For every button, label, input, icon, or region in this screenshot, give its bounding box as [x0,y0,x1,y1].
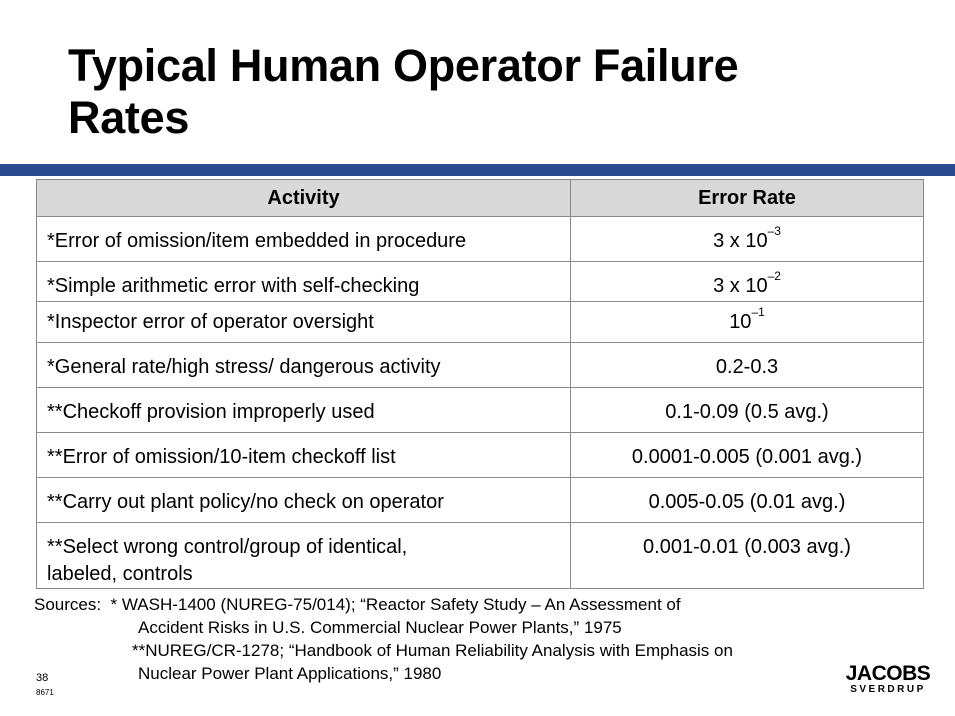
table-row: **Checkoff provision improperly used 0.1-… [36,387,924,433]
table-row: *Inspector error of operator oversight 10… [36,301,924,343]
error-rate-value: 3 x 10 [713,275,768,297]
table-row: **Error of omission/10-item checkoff lis… [36,432,924,478]
page-code: 8671 [36,688,54,697]
activity-cell: *Simple arithmetic error with self-check… [36,261,571,302]
error-rate-value: 0.005-0.05 (0.01 avg.) [648,491,846,513]
activity-cell: *General rate/high stress/ dangerous act… [36,342,571,388]
failure-rates-table: Activity Error Rate *Error of omission/i… [36,179,924,589]
error-rate-exponent: –2 [767,269,781,283]
header-activity: Activity [36,179,571,217]
sources-line-1: Sources: * WASH-1400 (NUREG-75/014); “Re… [34,595,681,614]
slide-title: Typical Human Operator Failure Rates [68,40,739,143]
sources-line-2: Accident Risks in U.S. Commercial Nuclea… [138,618,622,637]
activity-cell: **Checkoff provision improperly used [36,387,571,433]
table-header-row: Activity Error Rate [36,179,924,217]
error-rate-cell: 0.2-0.3 [570,342,924,388]
error-rate-value: 0.1-0.09 (0.5 avg.) [665,401,829,423]
page-number: 38 [36,672,49,684]
table-row: *Simple arithmetic error with self-check… [36,261,924,302]
logo-line-2: SVERDRUP [850,684,926,695]
error-rate-exponent: –3 [767,224,781,238]
activity-cell: *Error of omission/item embedded in proc… [36,216,571,262]
error-rate-exponent: –1 [751,305,765,319]
error-rate-cell: 0.1-0.09 (0.5 avg.) [570,387,924,433]
jacobs-sverdrup-logo: JACOBS SVERDRUP [838,662,938,696]
error-rate-value: 3 x 10 [713,230,768,252]
sources-line-4: Nuclear Power Plant Applications,” 1980 [138,664,442,683]
table-row: **Carry out plant policy/no check on ope… [36,477,924,523]
header-error-rate: Error Rate [570,179,924,217]
activity-cell: **Select wrong control/group of identica… [36,522,571,589]
error-rate-value: 0.2-0.3 [715,356,779,378]
error-rate-cell: 0.0001-0.005 (0.001 avg.) [570,432,924,478]
logo-line-1: JACOBS [845,662,931,685]
sources-line-3: **NUREG/CR-1278; “Handbook of Human Reli… [132,641,733,660]
error-rate-cell: 3 x 10–3 [570,216,924,262]
error-rate-value: 0.001-0.01 (0.003 avg.) [643,536,851,558]
activity-cell: **Carry out plant policy/no check on ope… [36,477,571,523]
table-row: **Select wrong control/group of identica… [36,522,924,589]
error-rate-cell: 3 x 10–2 [570,261,924,302]
table-row: *General rate/high stress/ dangerous act… [36,342,924,388]
error-rate-cell: 0.005-0.05 (0.01 avg.) [570,477,924,523]
error-rate-value: 10 [729,311,752,333]
error-rate-value: 0.0001-0.005 (0.001 avg.) [631,446,863,468]
error-rate-cell: 10–1 [570,301,924,343]
error-rate-cell: 0.001-0.01 (0.003 avg.) [570,522,924,589]
table-row: *Error of omission/item embedded in proc… [36,216,924,262]
sources-note: Sources: * WASH-1400 (NUREG-75/014); “Re… [34,593,914,685]
title-divider-band [0,164,955,176]
activity-cell: *Inspector error of operator oversight [36,301,571,343]
activity-cell: **Error of omission/10-item checkoff lis… [36,432,571,478]
